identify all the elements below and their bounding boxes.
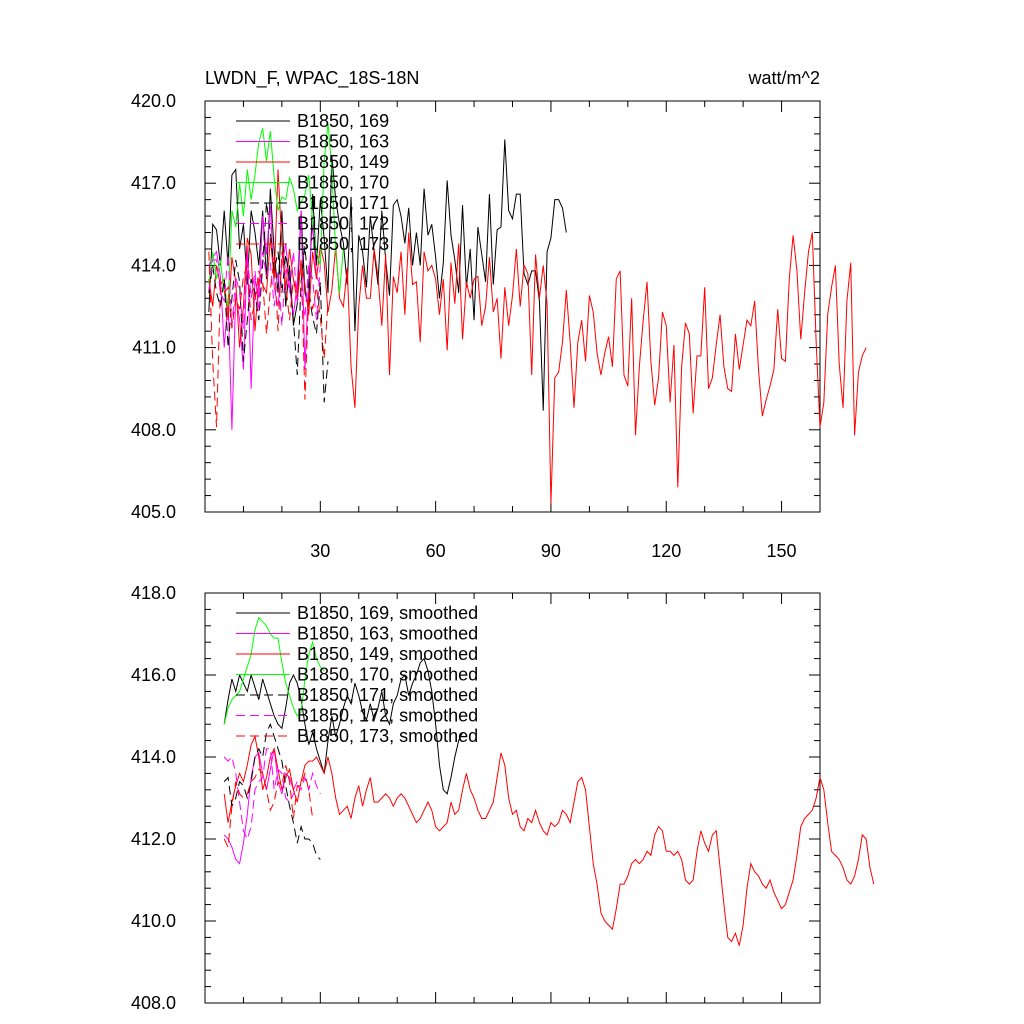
series-line-2	[208, 169, 867, 504]
series-line-3	[208, 122, 344, 307]
legend-label: B1850, 170	[297, 173, 389, 193]
x-tick-label: 30	[310, 541, 330, 561]
y-tick-label: 420.0	[131, 91, 176, 111]
y-tick-label: 408.0	[131, 420, 176, 440]
y-tick-label: 414.0	[131, 747, 176, 767]
y-tick-label: 418.0	[131, 583, 176, 603]
series-line-5	[223, 748, 321, 841]
bottom-panel: 408.0 410.0 412.0 414.0 416.0 418.0 B1850, 169…	[131, 583, 875, 1013]
series-line-6	[223, 765, 314, 850]
y-tick-label: 405.0	[131, 502, 176, 522]
x-tick-label: 90	[541, 541, 561, 561]
y-tick-label: 412.0	[131, 829, 176, 849]
legend-label: B1850, 172	[297, 214, 389, 234]
series-line-2	[223, 734, 875, 946]
legend-label: B1850, 172, smoothed	[297, 706, 478, 726]
legend-label: B1850, 149	[297, 152, 389, 172]
y-tick-label: 414.0	[131, 255, 176, 275]
y-tick-label: 417.0	[131, 173, 176, 193]
y-tick-label: 411.0	[132, 338, 176, 358]
series-line-6	[208, 251, 329, 428]
legend-label: B1850, 171, smoothed	[297, 685, 478, 705]
legend-label: B1850, 169, smoothed	[297, 603, 478, 623]
legend-label: B1850, 169	[297, 111, 389, 131]
legend-label: B1850, 173, smoothed	[297, 726, 478, 746]
legend-label: B1850, 173	[297, 234, 389, 254]
x-tick-label: 150	[767, 541, 797, 561]
units-label: watt/m^2	[748, 68, 820, 88]
series-line-0	[223, 657, 463, 795]
series-line-3	[223, 616, 325, 725]
series-line-4	[223, 722, 321, 860]
y-tick-label: 408.0	[131, 993, 176, 1013]
legend-label: B1850, 171	[297, 193, 389, 213]
x-tick-label: 120	[651, 541, 681, 561]
y-tick-label: 410.0	[131, 911, 176, 931]
legend-label: B1850, 163, smoothed	[297, 624, 478, 644]
top-panel: LWDN_F, WPAC_18S-18N watt/m^2 405.0 408.0 41…	[131, 68, 867, 561]
x-tick-label: 60	[426, 541, 446, 561]
legend-label: B1850, 170, smoothed	[297, 665, 478, 685]
y-tick-label: 416.0	[131, 665, 176, 685]
chart-title: LWDN_F, WPAC_18S-18N	[205, 68, 419, 89]
series-line-1	[223, 748, 298, 865]
legend-label: B1850, 163	[297, 132, 389, 152]
legend-label: B1850, 149, smoothed	[297, 644, 478, 664]
series-line-4	[208, 202, 329, 403]
